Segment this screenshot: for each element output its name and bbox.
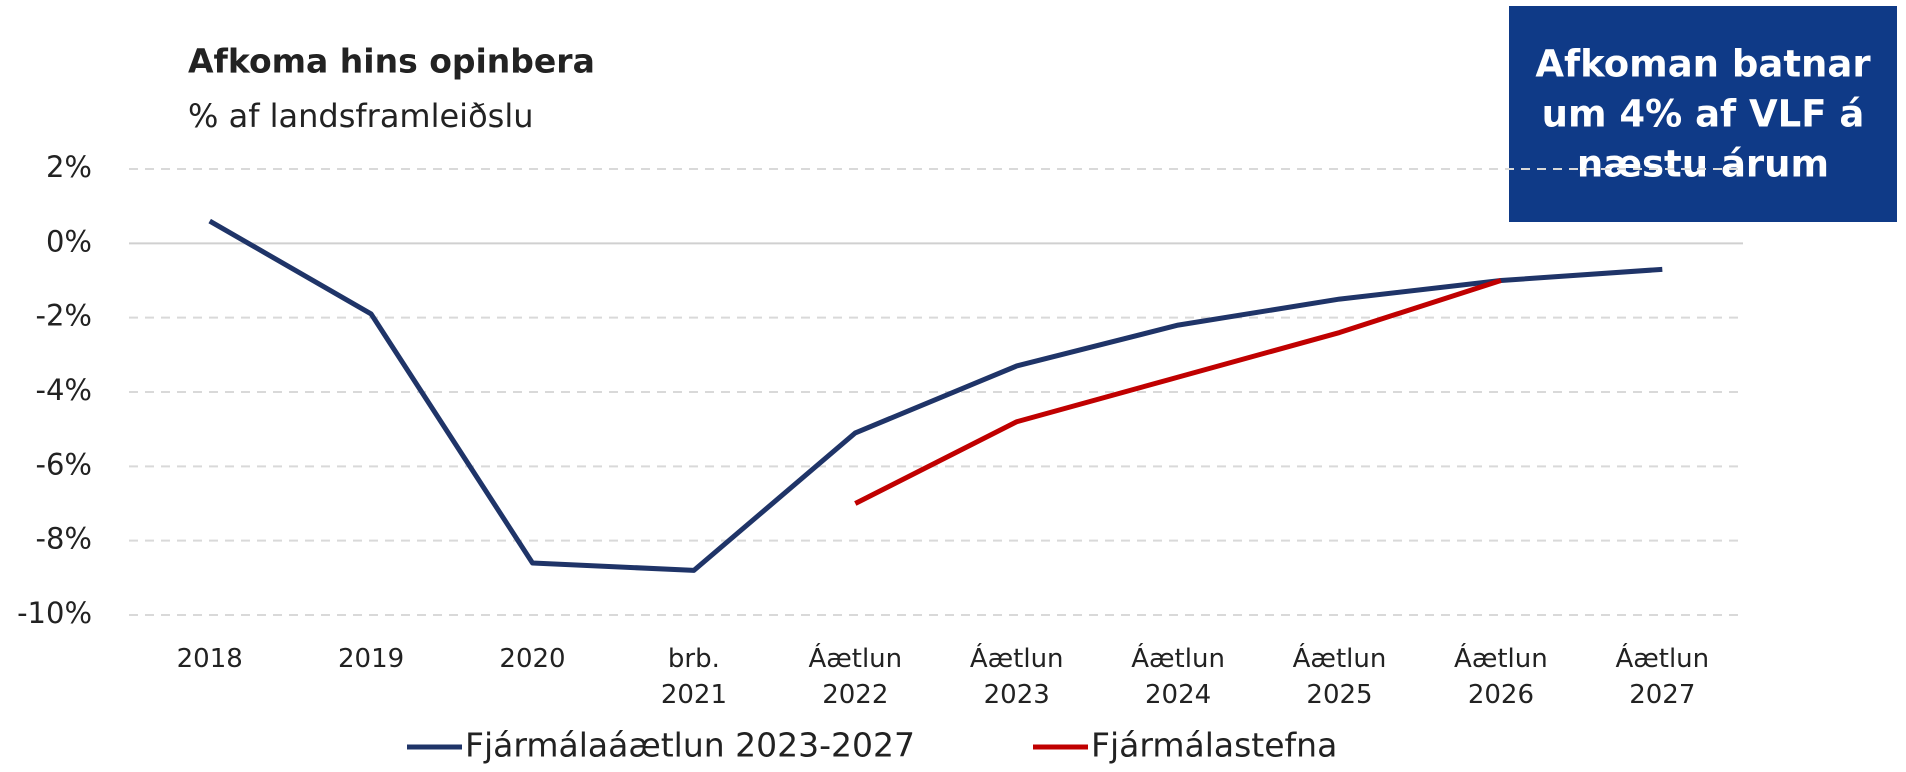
x-tick-label-line: 2020 [499,644,565,674]
legend-label: Fjármálaáætlun 2023-2027 [465,726,915,765]
series-line [854,278,1502,506]
y-tick-label: -2% [36,299,92,333]
x-tick-label: Áætlun 2027 [1615,642,1709,710]
x-tick-label-line: Áætlun [1615,642,1709,674]
chart-subtitle: % af landsframleiðslu [188,97,533,135]
x-tick-label-line: Áætlun [1454,642,1548,674]
x-tick-label: brb. 2021 [661,644,727,710]
x-tick-label-line: Áætlun [808,642,902,674]
chart-title: Afkoma hins opinbera [188,42,595,81]
y-tick-label: -10% [17,596,92,630]
x-tick-label: Áætlun 2026 [1454,642,1548,710]
x-tick-label-line: Áætlun [970,642,1064,674]
x-tick-label: Áætlun 2023 [970,642,1064,710]
x-tick-label: Áætlun 2024 [1131,642,1225,710]
x-tick-label-line: brb. [668,644,720,674]
x-tick-label-line: Áætlun [1131,642,1225,674]
x-tick-label: 2019 [338,644,404,674]
x-tick-label-line: 2023 [984,680,1050,710]
x-tick-label-line: 2022 [822,680,888,710]
x-tick-label-line: 2019 [338,644,404,674]
y-tick-label: -8% [36,522,92,556]
y-tick-label: -4% [36,373,92,407]
y-tick-label: 2% [46,150,92,184]
legend-label: Fjármálastefna [1091,726,1337,765]
x-tick-label: 2020 [499,644,565,674]
x-tick-label: 2018 [177,644,243,674]
x-tick-label-line: 2021 [661,680,727,710]
annotation-box [1509,6,1897,222]
annotation-text: Afkoman batnar [1535,43,1871,86]
x-tick-label-line: 2025 [1306,680,1372,710]
annotation-text: um 4% af VLF á [1542,93,1865,136]
series-line [208,218,1663,573]
y-tick-label: 0% [46,224,92,258]
x-tick-label-line: Áætlun [1293,642,1387,674]
x-tick-label-line: 2024 [1145,680,1211,710]
x-tick-label-line: 2027 [1629,680,1695,710]
x-tick-label-line: 2026 [1468,680,1534,710]
x-tick-label: Áætlun 2025 [1293,642,1387,710]
annotation-text: næstu árum [1577,143,1829,186]
x-tick-label: Áætlun 2022 [808,642,902,710]
x-tick-label-line: 2018 [177,644,243,674]
y-tick-label: -6% [36,447,92,481]
